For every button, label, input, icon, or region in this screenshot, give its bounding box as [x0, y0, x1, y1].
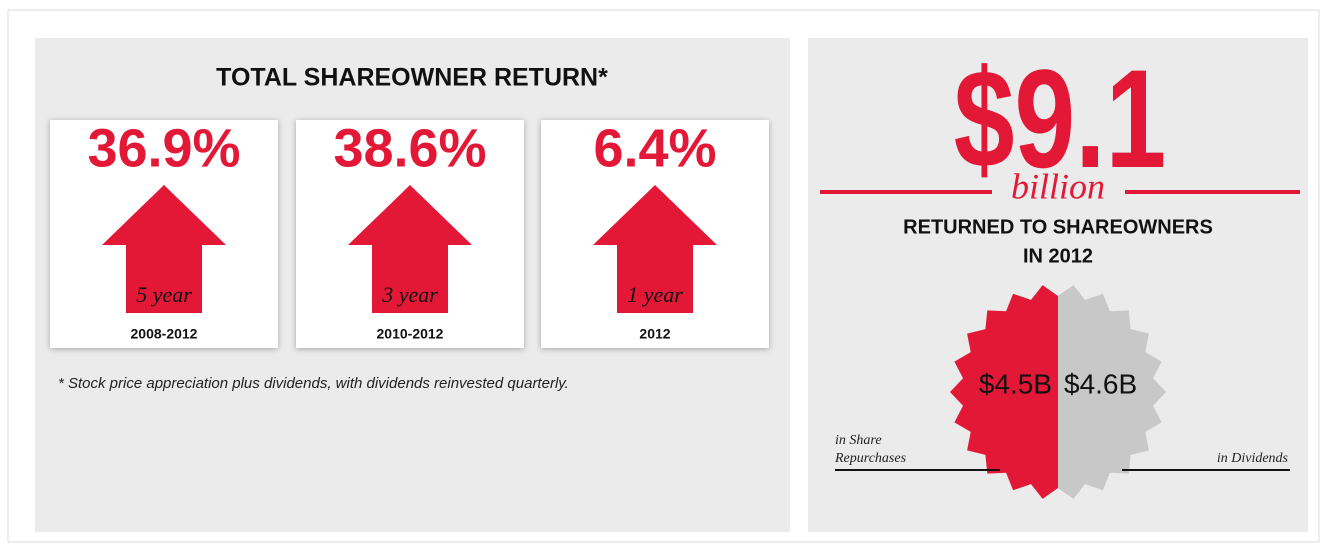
arrow	[593, 185, 717, 313]
card-years: 2010-2012	[377, 326, 444, 342]
card-period: 1 year	[627, 282, 683, 307]
seal-left	[950, 285, 1058, 499]
card-years: 2008-2012	[131, 326, 198, 342]
footnote: * Stock price appreciation plus dividend…	[58, 375, 569, 392]
unit: billion	[1011, 166, 1105, 206]
title: TOTAL SHAREOWNER RETURN*	[216, 64, 608, 92]
amount: $9.1	[954, 40, 1167, 197]
card-value: 36.9%	[87, 118, 240, 178]
seal-right	[1058, 285, 1166, 499]
card-value: 6.4%	[593, 118, 716, 178]
repurchase-label: Repurchases	[834, 451, 907, 466]
dividend-label: in Dividends	[1217, 451, 1289, 466]
arrow	[102, 185, 226, 313]
card-period: 5 year	[136, 282, 192, 307]
caption: IN 2012	[1023, 245, 1093, 267]
cards: 36.9% 5 year 2008-2012 38.6% 3 year 2010-2012…	[50, 118, 769, 348]
caption: RETURNED TO SHAREOWNERS	[903, 216, 1213, 238]
dividend-amount: $4.6B	[1064, 368, 1137, 399]
repurchase-label: in Share	[835, 433, 882, 448]
repurchase-amount: $4.5B	[979, 368, 1052, 399]
card-years: 2012	[639, 326, 670, 342]
card-value: 38.6%	[333, 118, 486, 178]
arrow	[348, 185, 472, 313]
card-period: 3 year	[381, 282, 438, 307]
